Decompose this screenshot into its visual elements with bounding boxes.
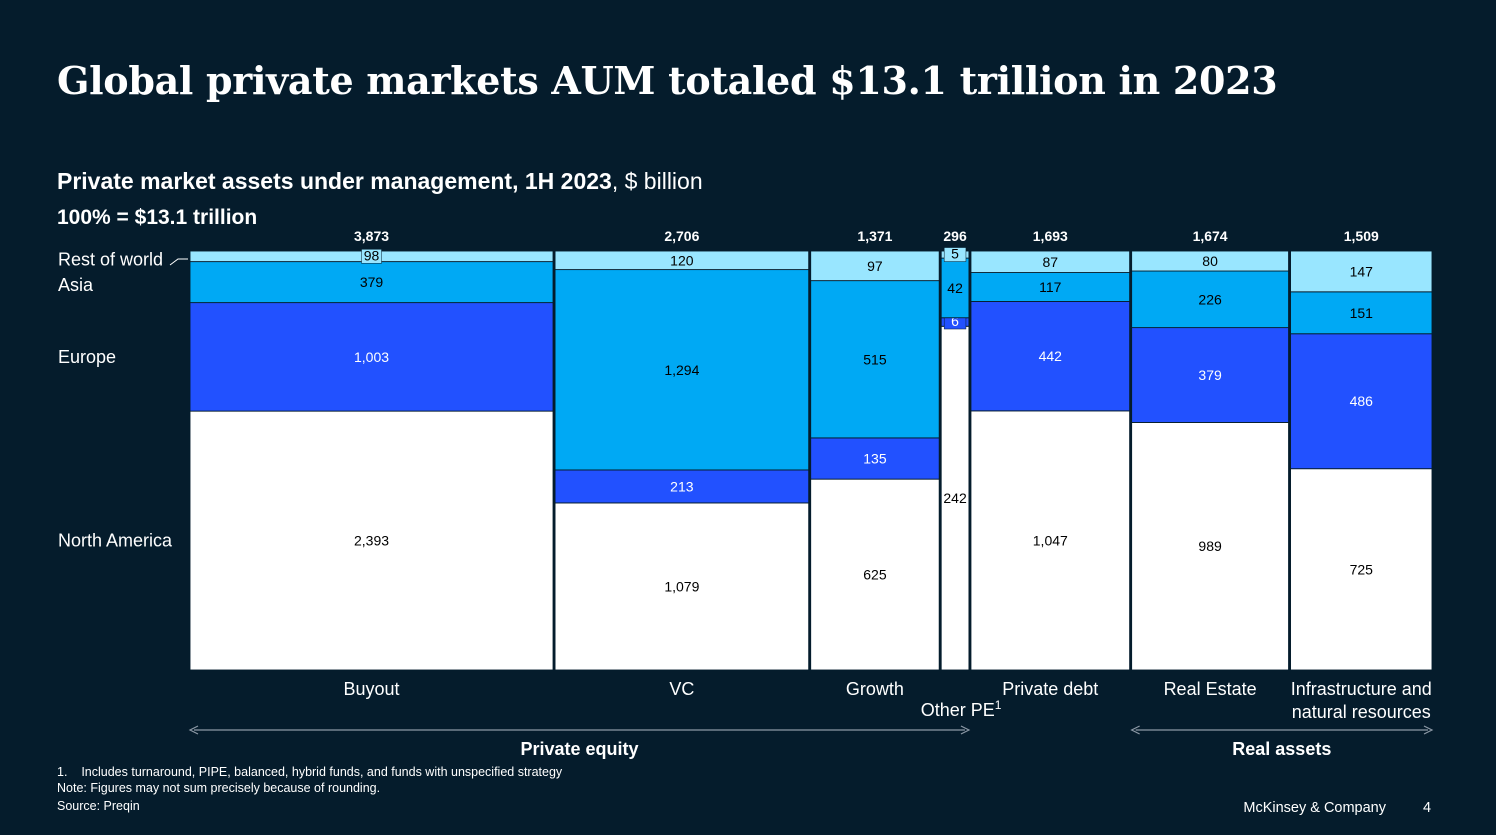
category-label-other-pe: Other PE1	[921, 698, 1002, 720]
value-label-infrastructure-and-natural-resources-europe: 486	[1350, 393, 1374, 409]
value-label-other-pe-asia: 42	[947, 280, 963, 296]
value-label-real-estate-north-america: 989	[1198, 538, 1222, 554]
segment-other-pe-asia	[940, 257, 970, 319]
value-label-vc-asia: 1,294	[664, 362, 699, 378]
category-label-infrastructure-and-natural-resources-line-1: Infrastructure and	[1291, 679, 1432, 699]
value-label-buyout-asia: 379	[360, 274, 384, 290]
total-label-real-estate: 1,674	[1193, 228, 1228, 244]
total-label-vc: 2,706	[664, 228, 699, 244]
subtitle-bold: Private market assets under management, …	[57, 168, 612, 194]
segment-growth-asia	[810, 280, 940, 439]
series-label-north-america: North America	[58, 531, 173, 551]
value-label-other-pe-rest-of-world: 5	[951, 246, 959, 262]
category-label-buyout: Buyout	[343, 679, 399, 699]
segment-private-debt-asia	[970, 272, 1131, 302]
footnote-note: Note: Figures may not sum precisely beca…	[57, 781, 381, 795]
group-arrow-left-private-equity	[188, 725, 199, 735]
value-label-vc-north-america: 1,079	[664, 578, 699, 594]
value-label-other-pe-north-america: 242	[943, 490, 967, 506]
total-label: 100% = $13.1 trillion	[57, 206, 258, 229]
segment-growth-north-america	[810, 478, 940, 671]
category-label-infrastructure-and-natural-resources-line-2: natural resources	[1292, 702, 1431, 722]
segment-private-debt-north-america	[970, 410, 1131, 671]
series-label-asia: Asia	[58, 275, 94, 295]
group-label-real-assets: Real assets	[1232, 739, 1331, 759]
segment-other-pe-north-america	[940, 325, 970, 671]
value-label-real-estate-asia: 226	[1198, 291, 1222, 307]
segment-buyout-north-america	[189, 410, 554, 671]
segment-private-debt-rest-of-world	[970, 250, 1131, 273]
value-label-private-debt-asia: 117	[1039, 279, 1062, 295]
value-label-infrastructure-and-natural-resources-north-america: 725	[1350, 561, 1374, 577]
total-label-growth: 1,371	[857, 228, 892, 244]
value-label-private-debt-rest-of-world: 87	[1043, 254, 1059, 270]
segment-infrastructure-and-natural-resources-rest-of-world	[1290, 250, 1433, 293]
series-label-rest-of-world: Rest of world	[58, 249, 163, 269]
chart-subtitle: Private market assets under management, …	[57, 168, 703, 195]
footnote-1: 1. Includes turnaround, PIPE, balanced, …	[57, 765, 563, 779]
value-label-buyout-north-america: 2,393	[354, 533, 389, 549]
group-arrow-right-private-equity	[960, 725, 971, 735]
total-label-buyout: 3,873	[354, 228, 389, 244]
segment-growth-europe	[810, 437, 940, 480]
value-label-infrastructure-and-natural-resources-asia: 151	[1350, 305, 1374, 321]
group-arrow-right-real-assets	[1423, 725, 1434, 735]
segment-real-estate-europe	[1131, 327, 1290, 423]
segment-real-estate-rest-of-world	[1131, 250, 1290, 272]
label-box-other-pe-rest-of-world	[943, 247, 967, 262]
value-label-growth-north-america: 625	[863, 567, 887, 583]
segment-infrastructure-and-natural-resources-north-america	[1290, 468, 1433, 671]
value-label-buyout-europe: 1,003	[354, 349, 389, 365]
total-label-infrastructure-and-natural-resources: 1,509	[1344, 228, 1379, 244]
group-arrow-left-real-assets	[1130, 725, 1140, 735]
category-label-vc: VC	[669, 679, 694, 699]
value-label-private-debt-europe: 442	[1039, 348, 1063, 364]
rest-of-world-leader-line	[169, 258, 188, 266]
series-label-europe: Europe	[58, 347, 116, 367]
value-label-vc-rest-of-world: 120	[670, 252, 694, 268]
value-label-real-estate-rest-of-world: 80	[1202, 253, 1218, 269]
category-label-growth: Growth	[846, 679, 904, 699]
segment-buyout-europe	[189, 302, 554, 412]
total-label-private-debt: 1,693	[1033, 228, 1068, 244]
segment-infrastructure-and-natural-resources-europe	[1290, 333, 1433, 470]
segment-real-estate-north-america	[1131, 422, 1290, 671]
category-label-private-debt: Private debt	[1002, 679, 1098, 699]
segment-vc-north-america	[554, 502, 810, 671]
value-label-infrastructure-and-natural-resources-rest-of-world: 147	[1350, 263, 1374, 279]
value-label-growth-asia: 515	[863, 351, 887, 367]
value-label-other-pe-europe: 6	[951, 313, 959, 329]
value-label-real-estate-europe: 379	[1198, 367, 1222, 383]
group-label-private-equity: Private equity	[520, 739, 638, 759]
segment-vc-asia	[554, 269, 810, 471]
brand-label: McKinsey & Company	[1243, 800, 1386, 816]
segment-private-debt-europe	[970, 301, 1131, 412]
total-label-other-pe: 296	[943, 228, 967, 244]
segment-real-estate-asia	[1131, 270, 1290, 329]
value-label-buyout-rest-of-world: 98	[364, 247, 380, 263]
page-title: Global private markets AUM totaled $13.1…	[57, 58, 1278, 103]
value-label-private-debt-north-america: 1,047	[1033, 532, 1068, 548]
subtitle-unit: , $ billion	[611, 168, 703, 194]
segment-growth-rest-of-world	[810, 250, 940, 282]
page-number: 4	[1423, 800, 1432, 816]
segment-buyout-asia	[189, 261, 554, 304]
value-label-vc-europe: 213	[670, 478, 694, 494]
footnote-source: Source: Preqin	[57, 799, 140, 813]
segment-vc-rest-of-world	[554, 250, 810, 271]
category-label-real-estate: Real Estate	[1164, 679, 1257, 699]
segment-infrastructure-and-natural-resources-asia	[1290, 291, 1433, 335]
label-box-buyout-rest-of-world	[361, 249, 382, 264]
value-label-growth-rest-of-world: 97	[867, 258, 883, 274]
value-label-growth-europe: 135	[863, 451, 887, 467]
